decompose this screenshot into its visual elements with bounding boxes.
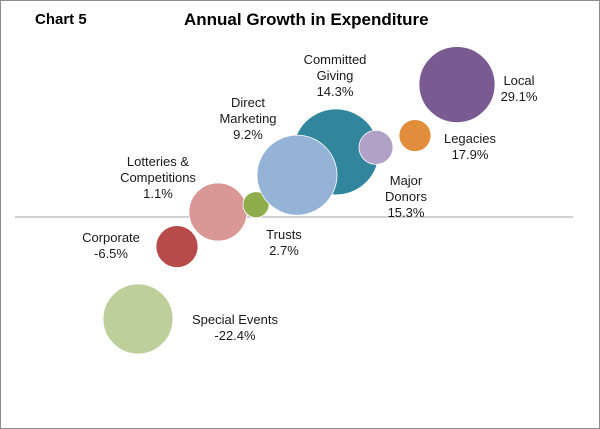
value-label-legacies: 17.9% [452,147,489,162]
data-label-corporate: Corporate -6.5% [82,230,140,261]
value-label-corporate: -6.5% [94,246,128,261]
value-label-direct-marketing: 9.2% [233,127,263,142]
data-label-major-donors: Major Donors 15.3% [385,173,427,220]
value-label-lotteries-and-competitions: 1.1% [143,186,173,201]
value-label-local: 29.1% [501,89,538,104]
bubble-trusts [242,191,270,219]
bubble-legacies [398,119,432,152]
chart-title: Annual Growth in Expenditure [184,10,429,29]
bubble-special-events [102,283,174,355]
bubble-local [418,46,496,123]
value-label-trusts: 2.7% [269,243,299,258]
bubble-direct-marketing [256,134,338,216]
value-label-special-events: -22.4% [214,328,256,343]
value-label-major-donors: 15.3% [388,205,425,220]
value-label-committed-giving: 14.3% [317,84,354,99]
bubble-lotteries-and-competitions [188,182,248,242]
data-label-committed-giving: Committed Giving 14.3% [304,52,367,99]
data-label-lotteries-and-competitions: Lotteries & Competitions 1.1% [120,154,196,201]
data-label-legacies: Legacies 17.9% [444,131,497,162]
chart-number: Chart 5 [35,11,87,28]
bubble-major-donors [358,129,394,165]
bubble-corporate [155,225,199,268]
data-label-local: Local 29.1% [501,73,538,104]
data-label-direct-marketing: Direct Marketing 9.2% [219,95,276,142]
data-label-special-events: Special Events -22.4% [192,312,278,343]
data-label-trusts: Trusts 2.7% [266,227,302,258]
